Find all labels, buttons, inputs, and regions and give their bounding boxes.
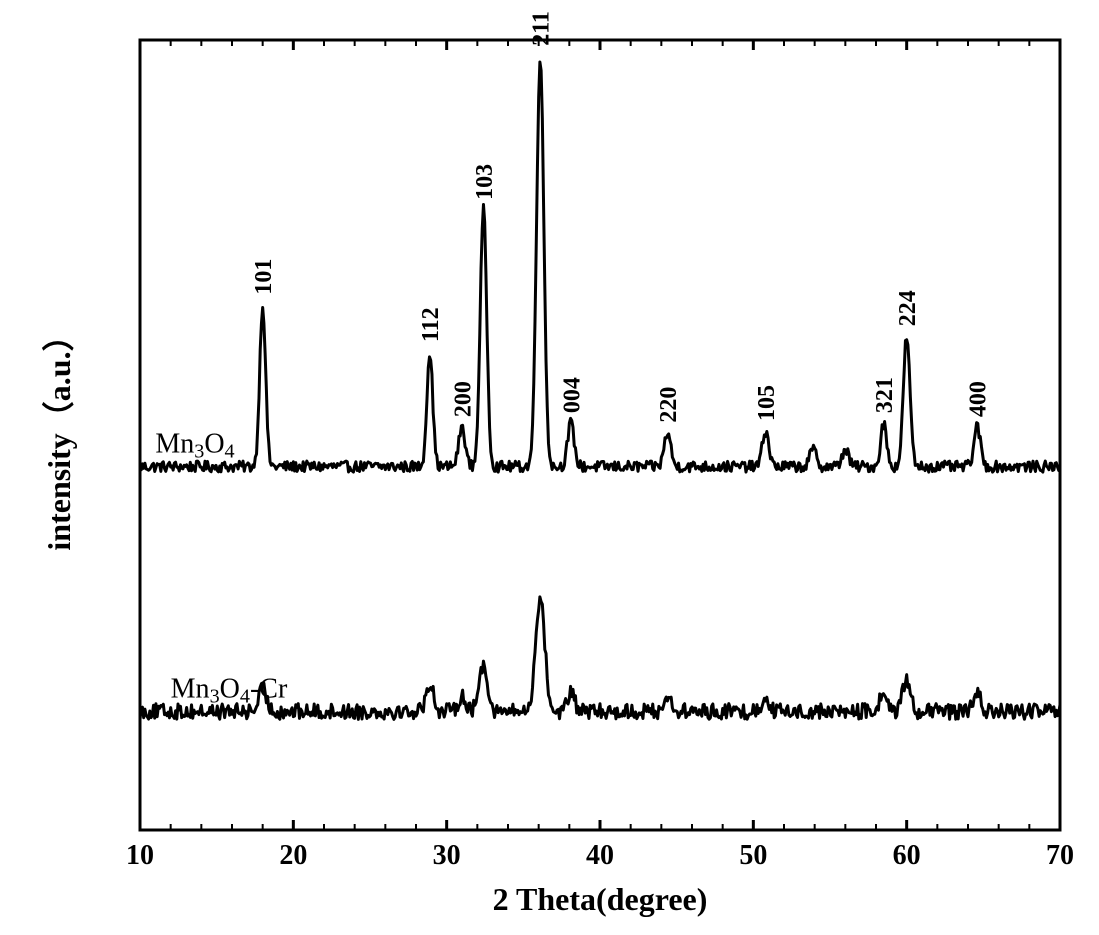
x-tick-label: 70 — [1046, 840, 1074, 871]
peak-label: 004 — [559, 377, 585, 413]
peak-label: 103 — [472, 164, 498, 200]
y-axis-label: intensity（a.u.） — [41, 319, 77, 550]
xrd-trace — [140, 62, 1060, 472]
peak-label: 200 — [450, 381, 476, 417]
peak-label: 400 — [966, 381, 992, 417]
series-label: Mn3O4-Cr — [171, 674, 288, 708]
series-label: Mn3O4 — [155, 429, 234, 463]
peak-label: 112 — [418, 307, 444, 342]
x-tick-label: 40 — [586, 840, 614, 871]
peak-label: 101 — [251, 259, 277, 295]
peak-label: 321 — [872, 377, 898, 413]
x-tick-label: 10 — [126, 840, 154, 871]
peak-label: 105 — [754, 385, 780, 421]
x-tick-label: 60 — [893, 840, 921, 871]
x-tick-label: 20 — [279, 840, 307, 871]
x-tick-label: 50 — [739, 840, 767, 871]
x-axis-label: 2 Theta(degree) — [493, 881, 708, 917]
peak-label: 211 — [529, 11, 555, 46]
chart-svg: 10 20 30 40 50 60 70 2 Theta(degree) intensity（a… — [0, 0, 1099, 935]
peak-label: 220 — [656, 387, 682, 423]
peak-label: 224 — [895, 290, 921, 326]
x-tick-label: 30 — [433, 840, 461, 871]
xrd-chart: 10 20 30 40 50 60 70 2 Theta(degree) intensity（a… — [0, 0, 1099, 935]
